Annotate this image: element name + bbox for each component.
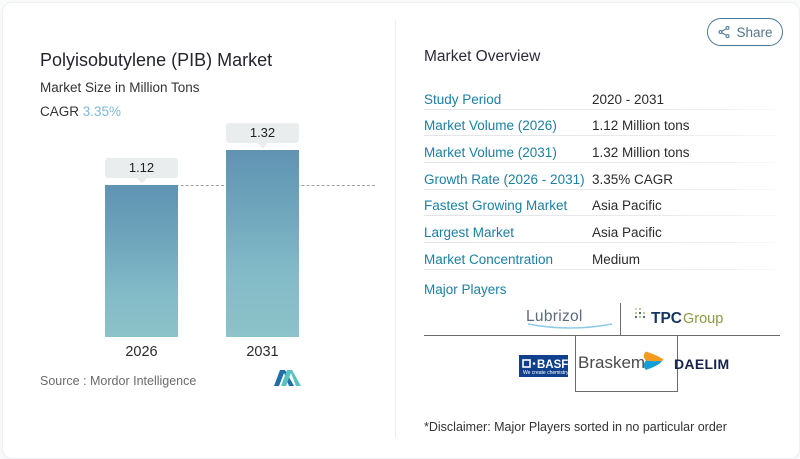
svg-text:Group: Group (683, 311, 723, 327)
svg-text:We create chemistry: We create chemistry (523, 370, 568, 376)
svg-text:DAELIM: DAELIM (674, 356, 729, 372)
svg-text:TPC: TPC (651, 310, 682, 327)
svg-text:Lubrizol: Lubrizol (526, 308, 583, 325)
svg-text:Braskem: Braskem (578, 353, 645, 372)
